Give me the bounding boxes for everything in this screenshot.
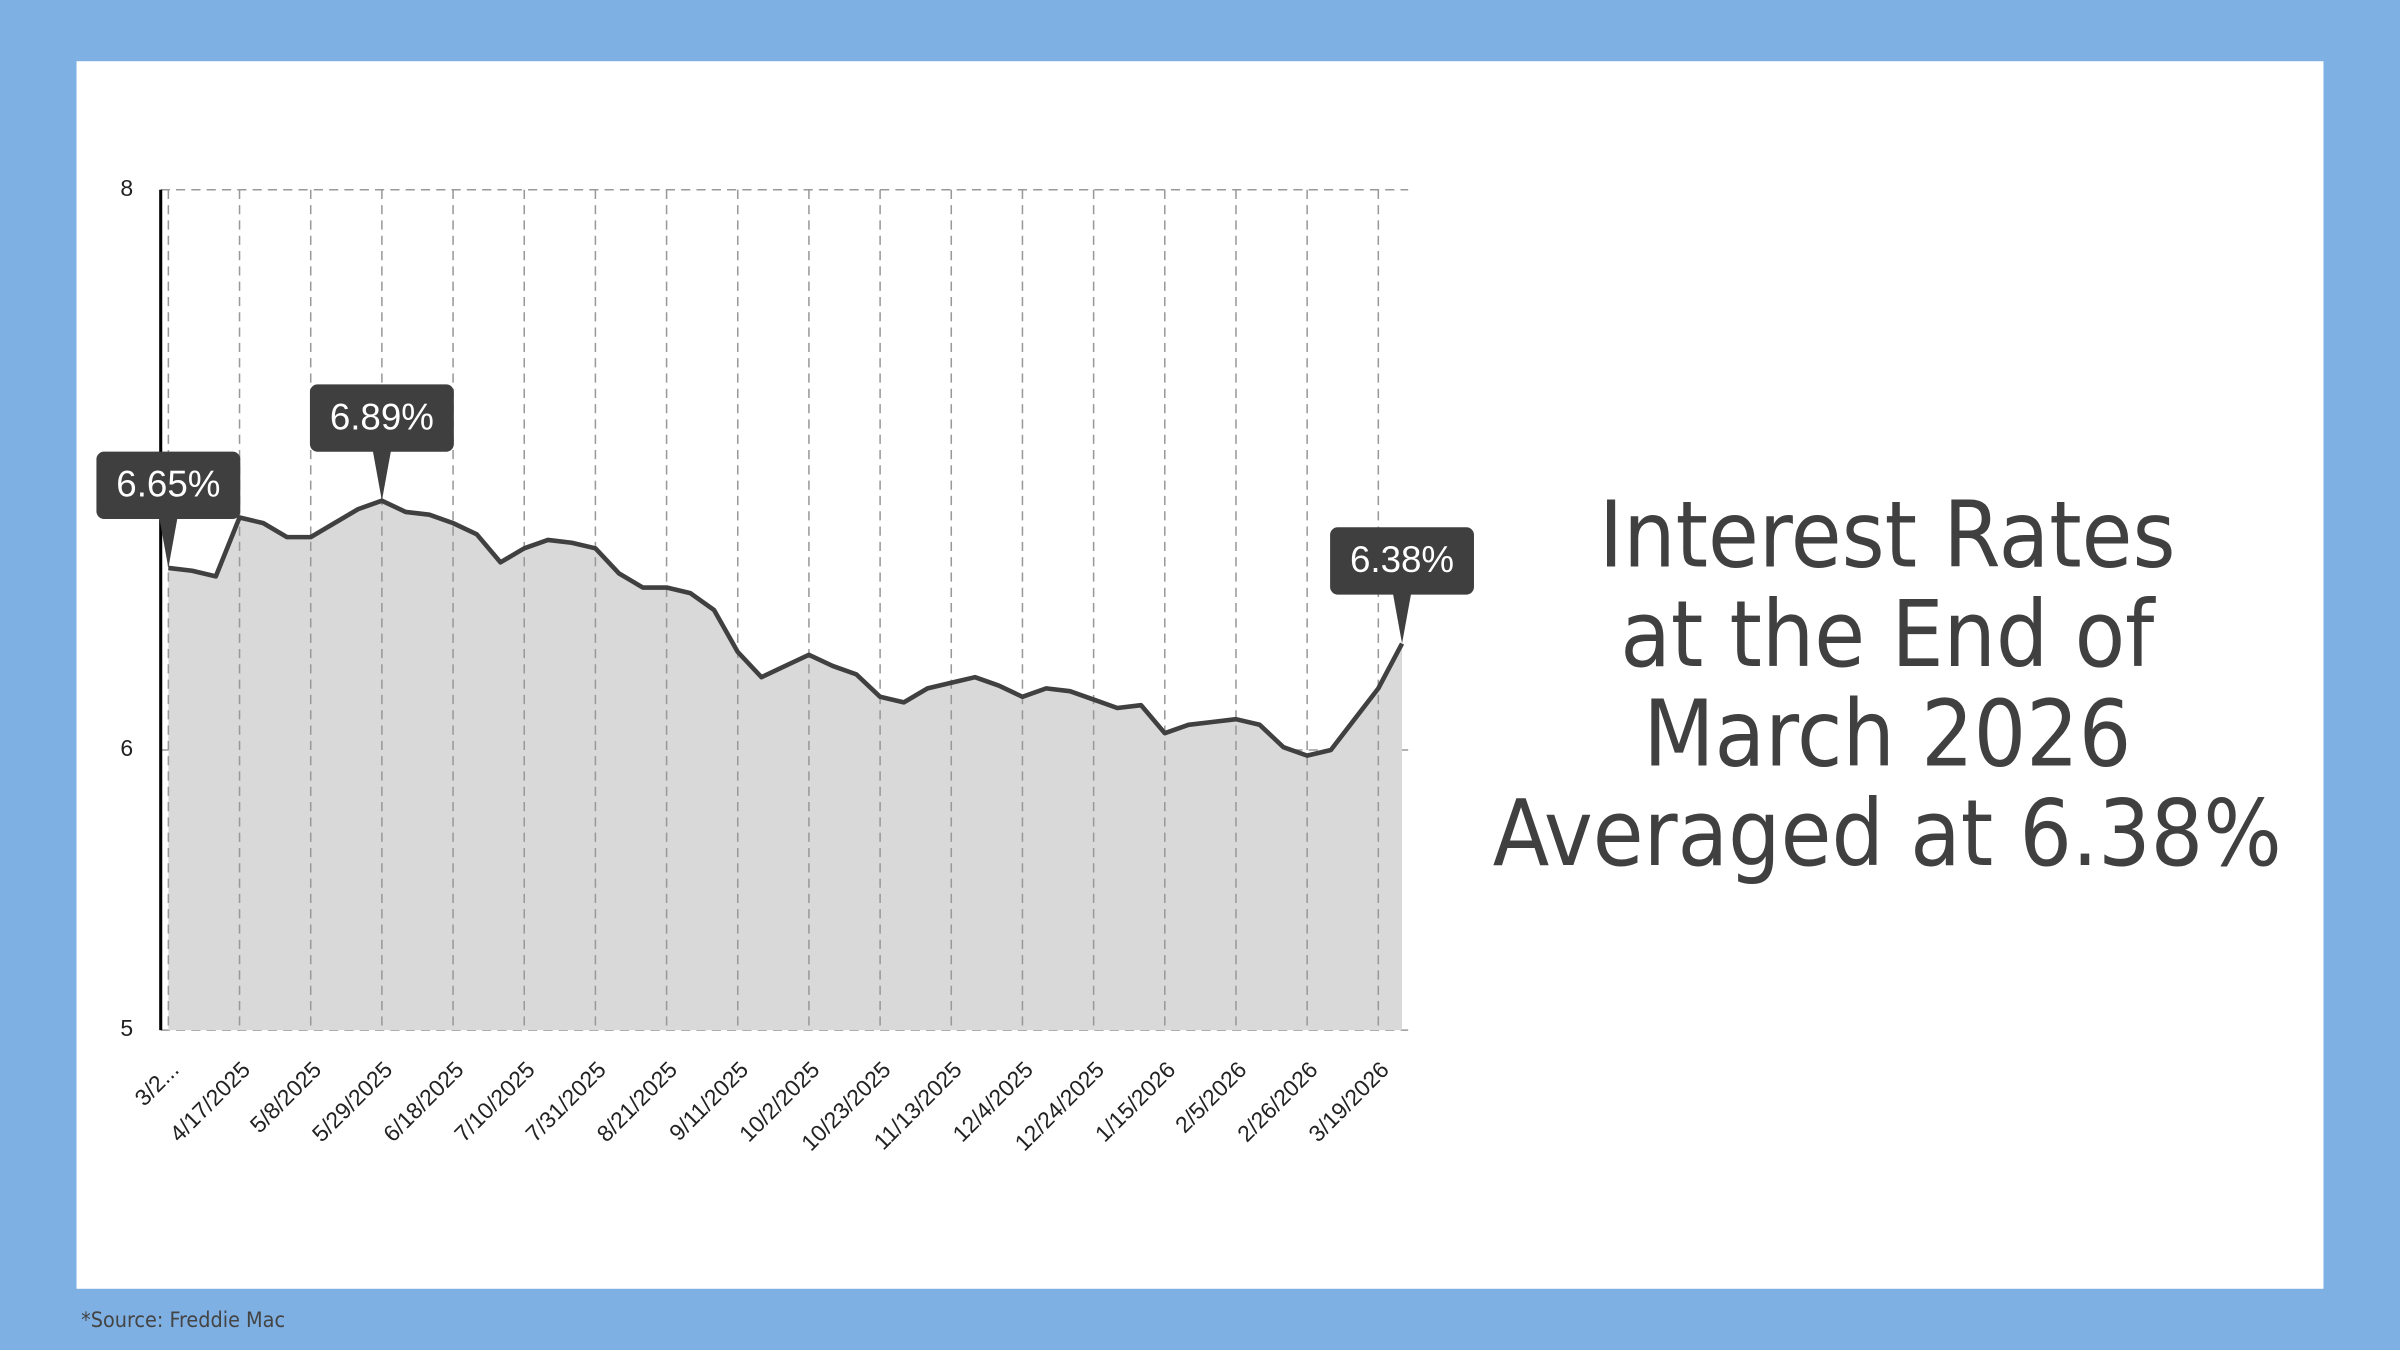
title-line: March 2026 bbox=[1643, 680, 2131, 787]
y-tick-label: 5 bbox=[120, 1015, 133, 1041]
title-line: at the End of bbox=[1620, 581, 2156, 688]
data-label: 6.65% bbox=[116, 464, 220, 505]
callout-pointer bbox=[372, 450, 392, 501]
data-label: 6.89% bbox=[330, 396, 434, 437]
line bbox=[168, 498, 1405, 758]
title-line: Averaged at 6.38% bbox=[1493, 780, 2282, 887]
callout-pointer bbox=[159, 517, 178, 568]
callout-box bbox=[1330, 527, 1474, 595]
y-tick-label: 6 bbox=[120, 735, 133, 761]
data-label: 6.38% bbox=[1350, 539, 1454, 580]
y-tick-label: 8 bbox=[120, 175, 133, 201]
callout-box bbox=[96, 451, 241, 519]
title-line: Interest Rates bbox=[1599, 481, 2176, 588]
callout-box bbox=[309, 384, 454, 452]
source-note: *Source: Freddie Mac bbox=[81, 1308, 285, 1333]
callout-pointer bbox=[1392, 593, 1412, 644]
